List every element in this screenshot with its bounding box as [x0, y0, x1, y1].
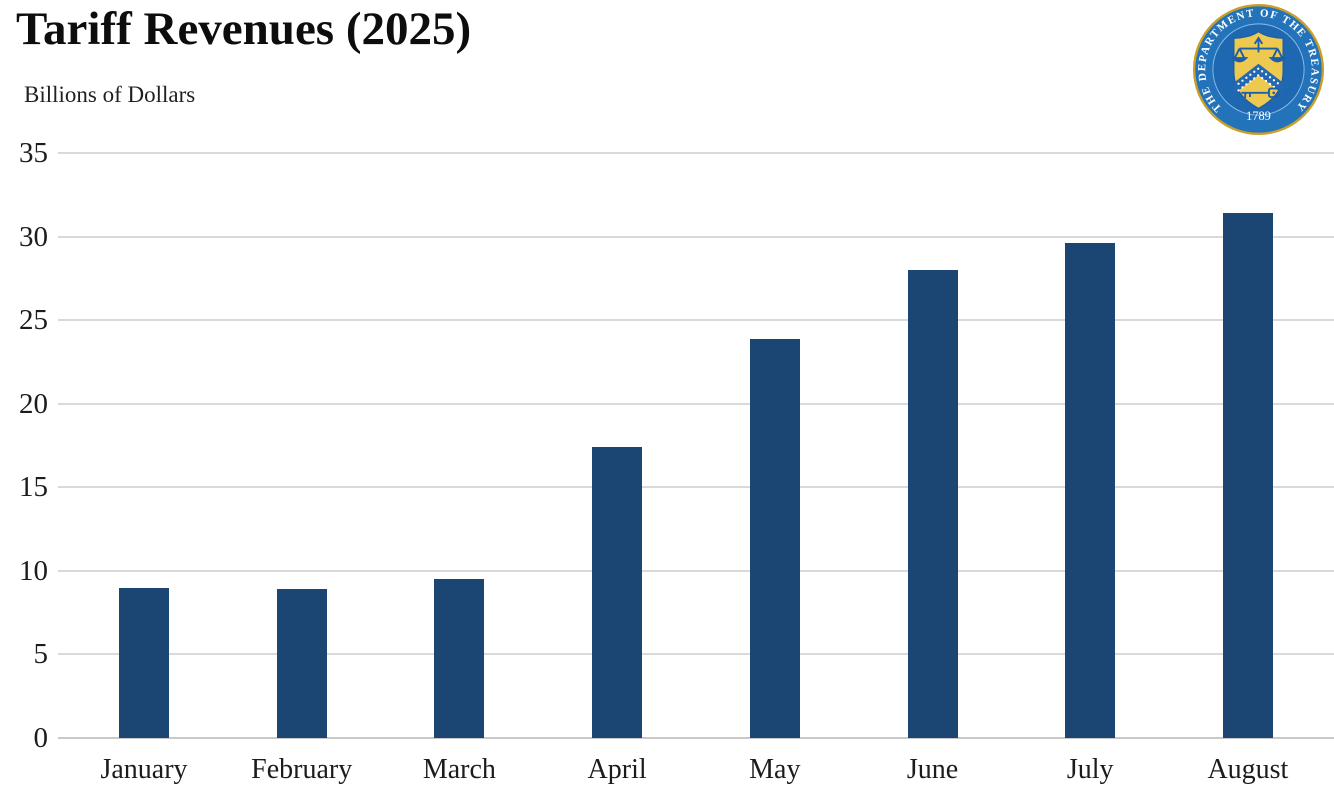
scales-icon [1230, 36, 1287, 63]
gridline-25 [58, 319, 1334, 322]
gridline-30 [58, 235, 1334, 238]
y-tick-label-10: 10 [19, 554, 48, 587]
gridline-0 [58, 737, 1334, 739]
bar-april [592, 447, 643, 738]
bar-august [1222, 213, 1273, 738]
key-icon [1241, 87, 1280, 98]
y-tick-label-30: 30 [19, 220, 48, 253]
y-tick-label-25: 25 [19, 304, 48, 337]
y-tick-label-15: 15 [19, 471, 48, 504]
x-tick-label-march: March [422, 754, 496, 785]
seal-year: 1789 [1246, 109, 1271, 123]
bar-july [1065, 243, 1116, 738]
gridline-20 [58, 402, 1334, 405]
chart-subtitle: Billions of Dollars [24, 82, 196, 107]
y-tick-label-20: 20 [19, 387, 48, 420]
x-tick-label-july: July [1066, 754, 1114, 785]
bar-january [119, 587, 169, 738]
bar-march [434, 579, 485, 738]
chevron-with-stars [1233, 63, 1284, 95]
x-tick-label-april: April [587, 754, 647, 785]
y-tick-label-35: 35 [19, 137, 48, 169]
gridline-35 [58, 152, 1334, 154]
chart-title: Tariff Revenues (2025) [16, 3, 472, 55]
gridline-15 [58, 486, 1334, 489]
y-tick-label-0: 0 [33, 722, 49, 754]
bar-may [749, 338, 800, 738]
x-tick-label-june: June [906, 754, 959, 785]
x-tick-label-august: August [1207, 754, 1289, 785]
bar-february [276, 589, 327, 738]
x-tick-label-january: January [100, 754, 188, 785]
treasury-seal-logo: THE DEPARTMENT OF THE TREASURY [1192, 3, 1325, 136]
gridline-10 [58, 569, 1334, 572]
gridline-5 [58, 653, 1334, 656]
seal-shield [1230, 30, 1287, 110]
x-tick-label-february: February [251, 754, 353, 785]
bar-june [907, 270, 958, 738]
y-tick-label-5: 5 [33, 638, 49, 671]
x-tick-label-may: May [749, 754, 801, 785]
